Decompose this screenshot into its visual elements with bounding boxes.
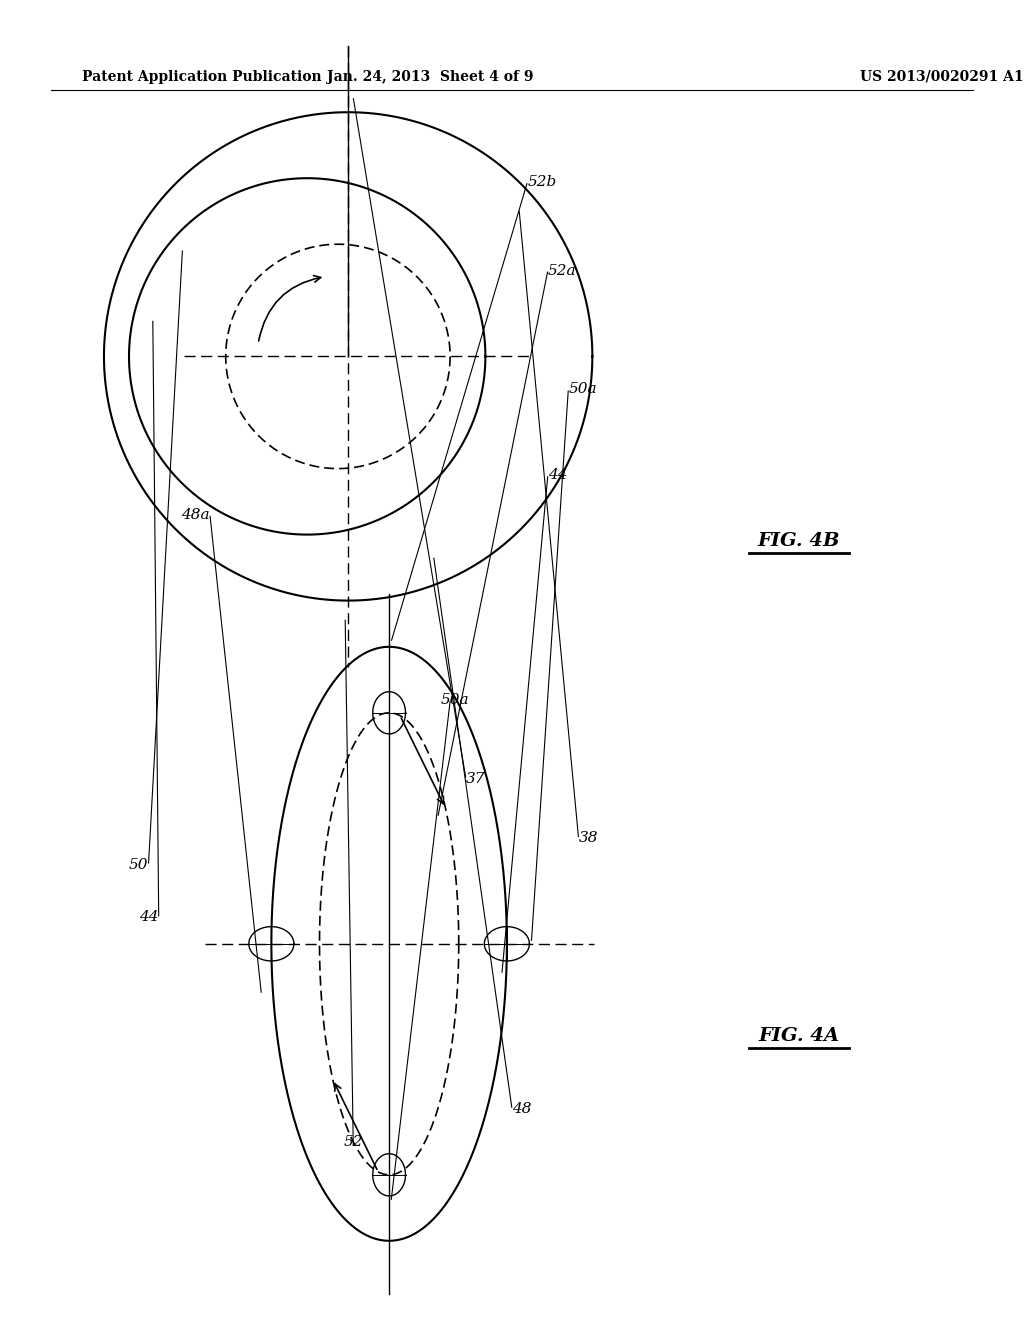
Text: 44: 44 — [548, 469, 567, 482]
Text: 48: 48 — [512, 1102, 531, 1115]
Text: 50: 50 — [129, 858, 148, 871]
Text: US 2013/0020291 A1: US 2013/0020291 A1 — [860, 70, 1024, 83]
Text: Patent Application Publication: Patent Application Publication — [82, 70, 322, 83]
Text: FIG. 4A: FIG. 4A — [758, 1027, 840, 1045]
Text: 50a: 50a — [440, 693, 469, 706]
Text: Jan. 24, 2013  Sheet 4 of 9: Jan. 24, 2013 Sheet 4 of 9 — [327, 70, 534, 83]
Text: 38: 38 — [579, 832, 598, 845]
Text: 37: 37 — [466, 772, 485, 785]
Text: 52a: 52a — [548, 264, 577, 277]
Text: 48a: 48a — [181, 508, 210, 521]
Text: 44: 44 — [139, 911, 159, 924]
Text: 50a: 50a — [568, 383, 597, 396]
Text: 52: 52 — [343, 1135, 364, 1148]
Text: 52b: 52b — [527, 176, 557, 189]
Text: FIG. 4B: FIG. 4B — [758, 532, 840, 550]
